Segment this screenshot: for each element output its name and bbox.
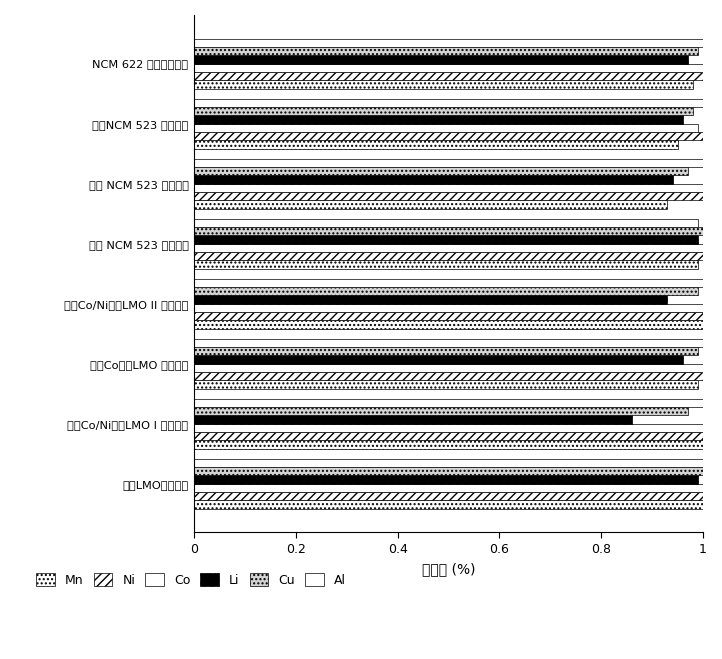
Bar [194, 80, 693, 88]
Bar [194, 312, 703, 320]
Bar [194, 424, 703, 432]
Bar [194, 279, 703, 287]
Bar [194, 364, 703, 372]
Bar [194, 339, 703, 347]
Bar [194, 380, 698, 389]
Bar [194, 167, 688, 175]
Bar [194, 235, 698, 244]
Bar [194, 47, 698, 55]
Bar [194, 475, 698, 484]
Bar [194, 227, 703, 235]
Bar [194, 200, 667, 208]
Bar [194, 415, 632, 424]
Bar [194, 107, 693, 115]
Bar [194, 484, 703, 492]
Bar [194, 140, 678, 148]
Bar [194, 347, 698, 355]
Bar [194, 500, 703, 509]
Bar [194, 260, 698, 269]
Bar [194, 219, 698, 227]
Bar [194, 123, 698, 132]
Bar [194, 132, 703, 140]
Bar [194, 175, 672, 184]
Bar [194, 159, 703, 167]
X-axis label: 回收率 (%): 回收率 (%) [422, 563, 475, 577]
Bar [194, 99, 703, 107]
Bar [194, 63, 703, 72]
Bar [194, 38, 703, 47]
Bar [194, 467, 703, 475]
Bar [194, 184, 703, 192]
Bar [194, 320, 703, 329]
Bar [194, 355, 683, 364]
Bar [194, 55, 688, 63]
Bar [194, 244, 703, 252]
Legend: Mn, Ni, Co, Li, Cu, Al: Mn, Ni, Co, Li, Cu, Al [31, 568, 351, 592]
Bar [194, 399, 703, 407]
Bar [194, 432, 703, 440]
Bar [194, 459, 703, 467]
Bar [194, 440, 703, 449]
Bar [194, 252, 703, 260]
Bar [194, 72, 703, 80]
Bar [194, 492, 703, 500]
Bar [194, 115, 683, 123]
Bar [194, 295, 667, 304]
Bar [194, 192, 703, 200]
Bar [194, 372, 703, 380]
Bar [194, 304, 703, 312]
Bar [194, 287, 698, 295]
Bar [194, 407, 688, 415]
